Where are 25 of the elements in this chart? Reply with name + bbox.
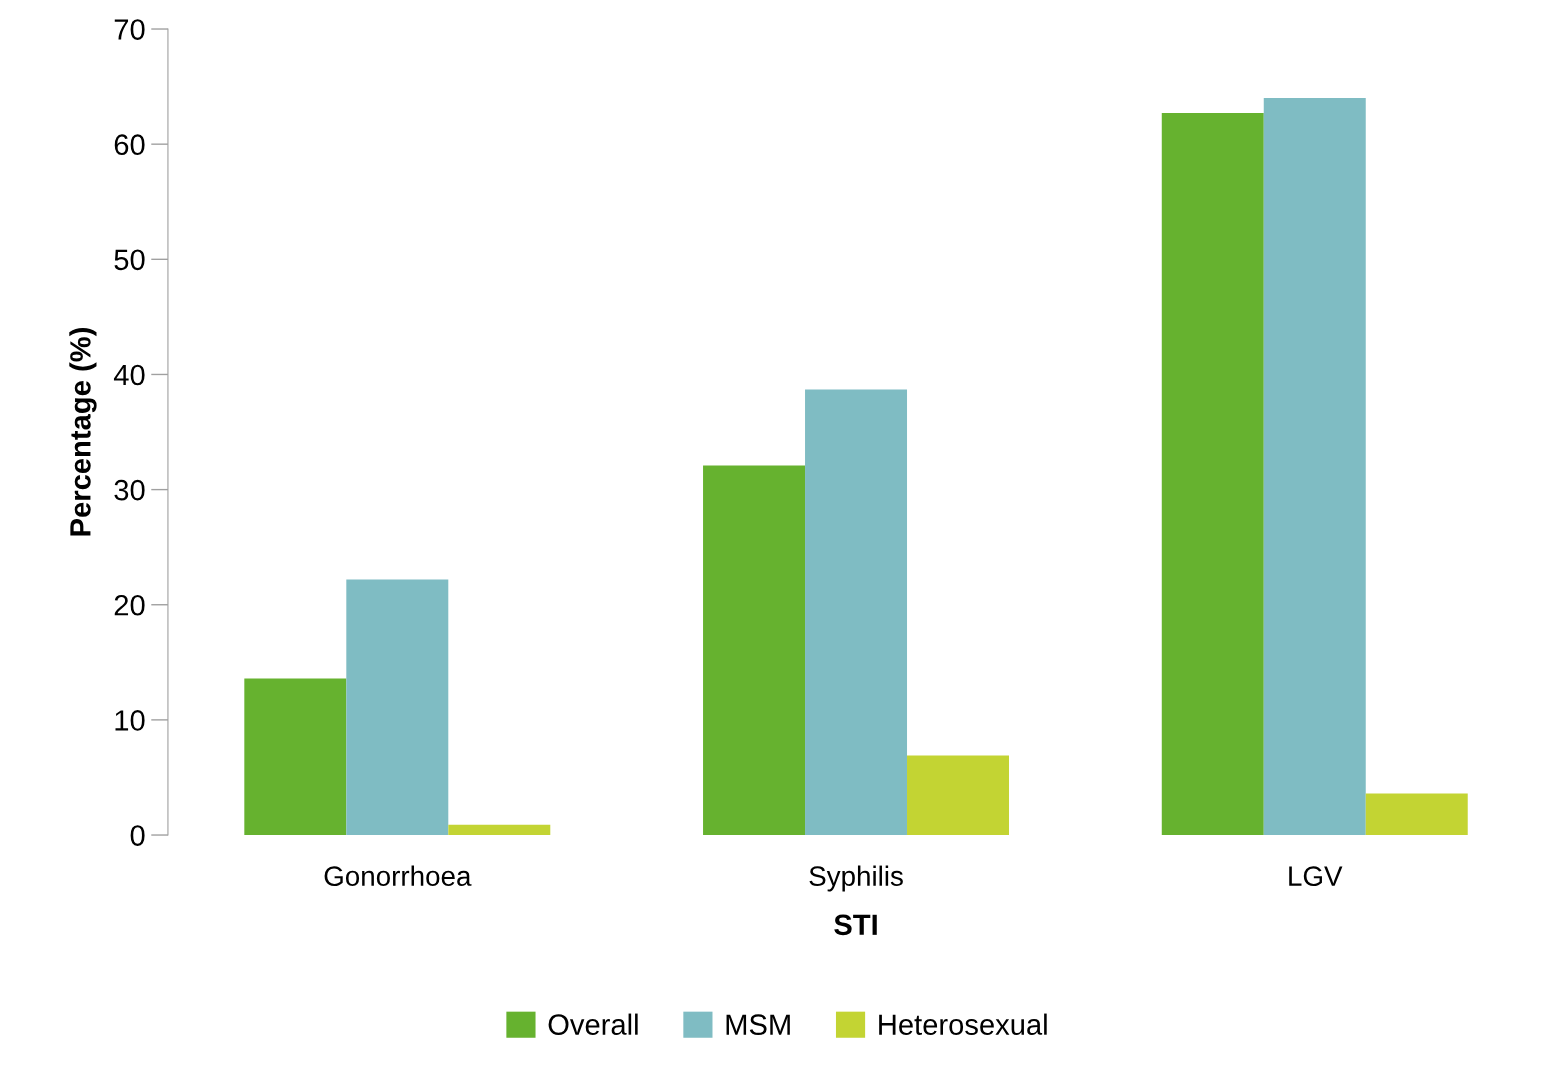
y-tick-label: 20	[114, 594, 145, 616]
bar	[907, 755, 1010, 836]
bar	[1365, 793, 1468, 836]
x-tick-label: Syphilis	[809, 865, 903, 892]
y-tick-label: 30	[114, 479, 145, 501]
legend-label: Overall	[548, 1013, 638, 1035]
y-tick-label: 60	[114, 134, 145, 156]
bar	[1263, 98, 1366, 836]
y-tick-label: 0	[130, 825, 145, 846]
bar	[703, 465, 806, 836]
x-axis-title: STI	[834, 914, 877, 936]
y-tick-label: 40	[113, 364, 145, 386]
y-axis-title: Percentage (%)	[69, 328, 97, 536]
legend-label: MSM	[726, 1014, 790, 1035]
bar	[805, 389, 908, 836]
y-tick-label: 10	[115, 710, 145, 731]
bar	[346, 579, 449, 836]
bar	[244, 678, 347, 836]
x-tick-label: LGV	[1289, 866, 1343, 886]
legend-label: Heterosexual	[879, 1013, 1047, 1035]
bar	[448, 824, 551, 836]
y-tick-label: 50	[114, 249, 145, 271]
bar	[1161, 113, 1264, 836]
y-tick-label: 70	[114, 19, 145, 40]
x-tick-label: Gonorrhoea	[324, 865, 472, 886]
